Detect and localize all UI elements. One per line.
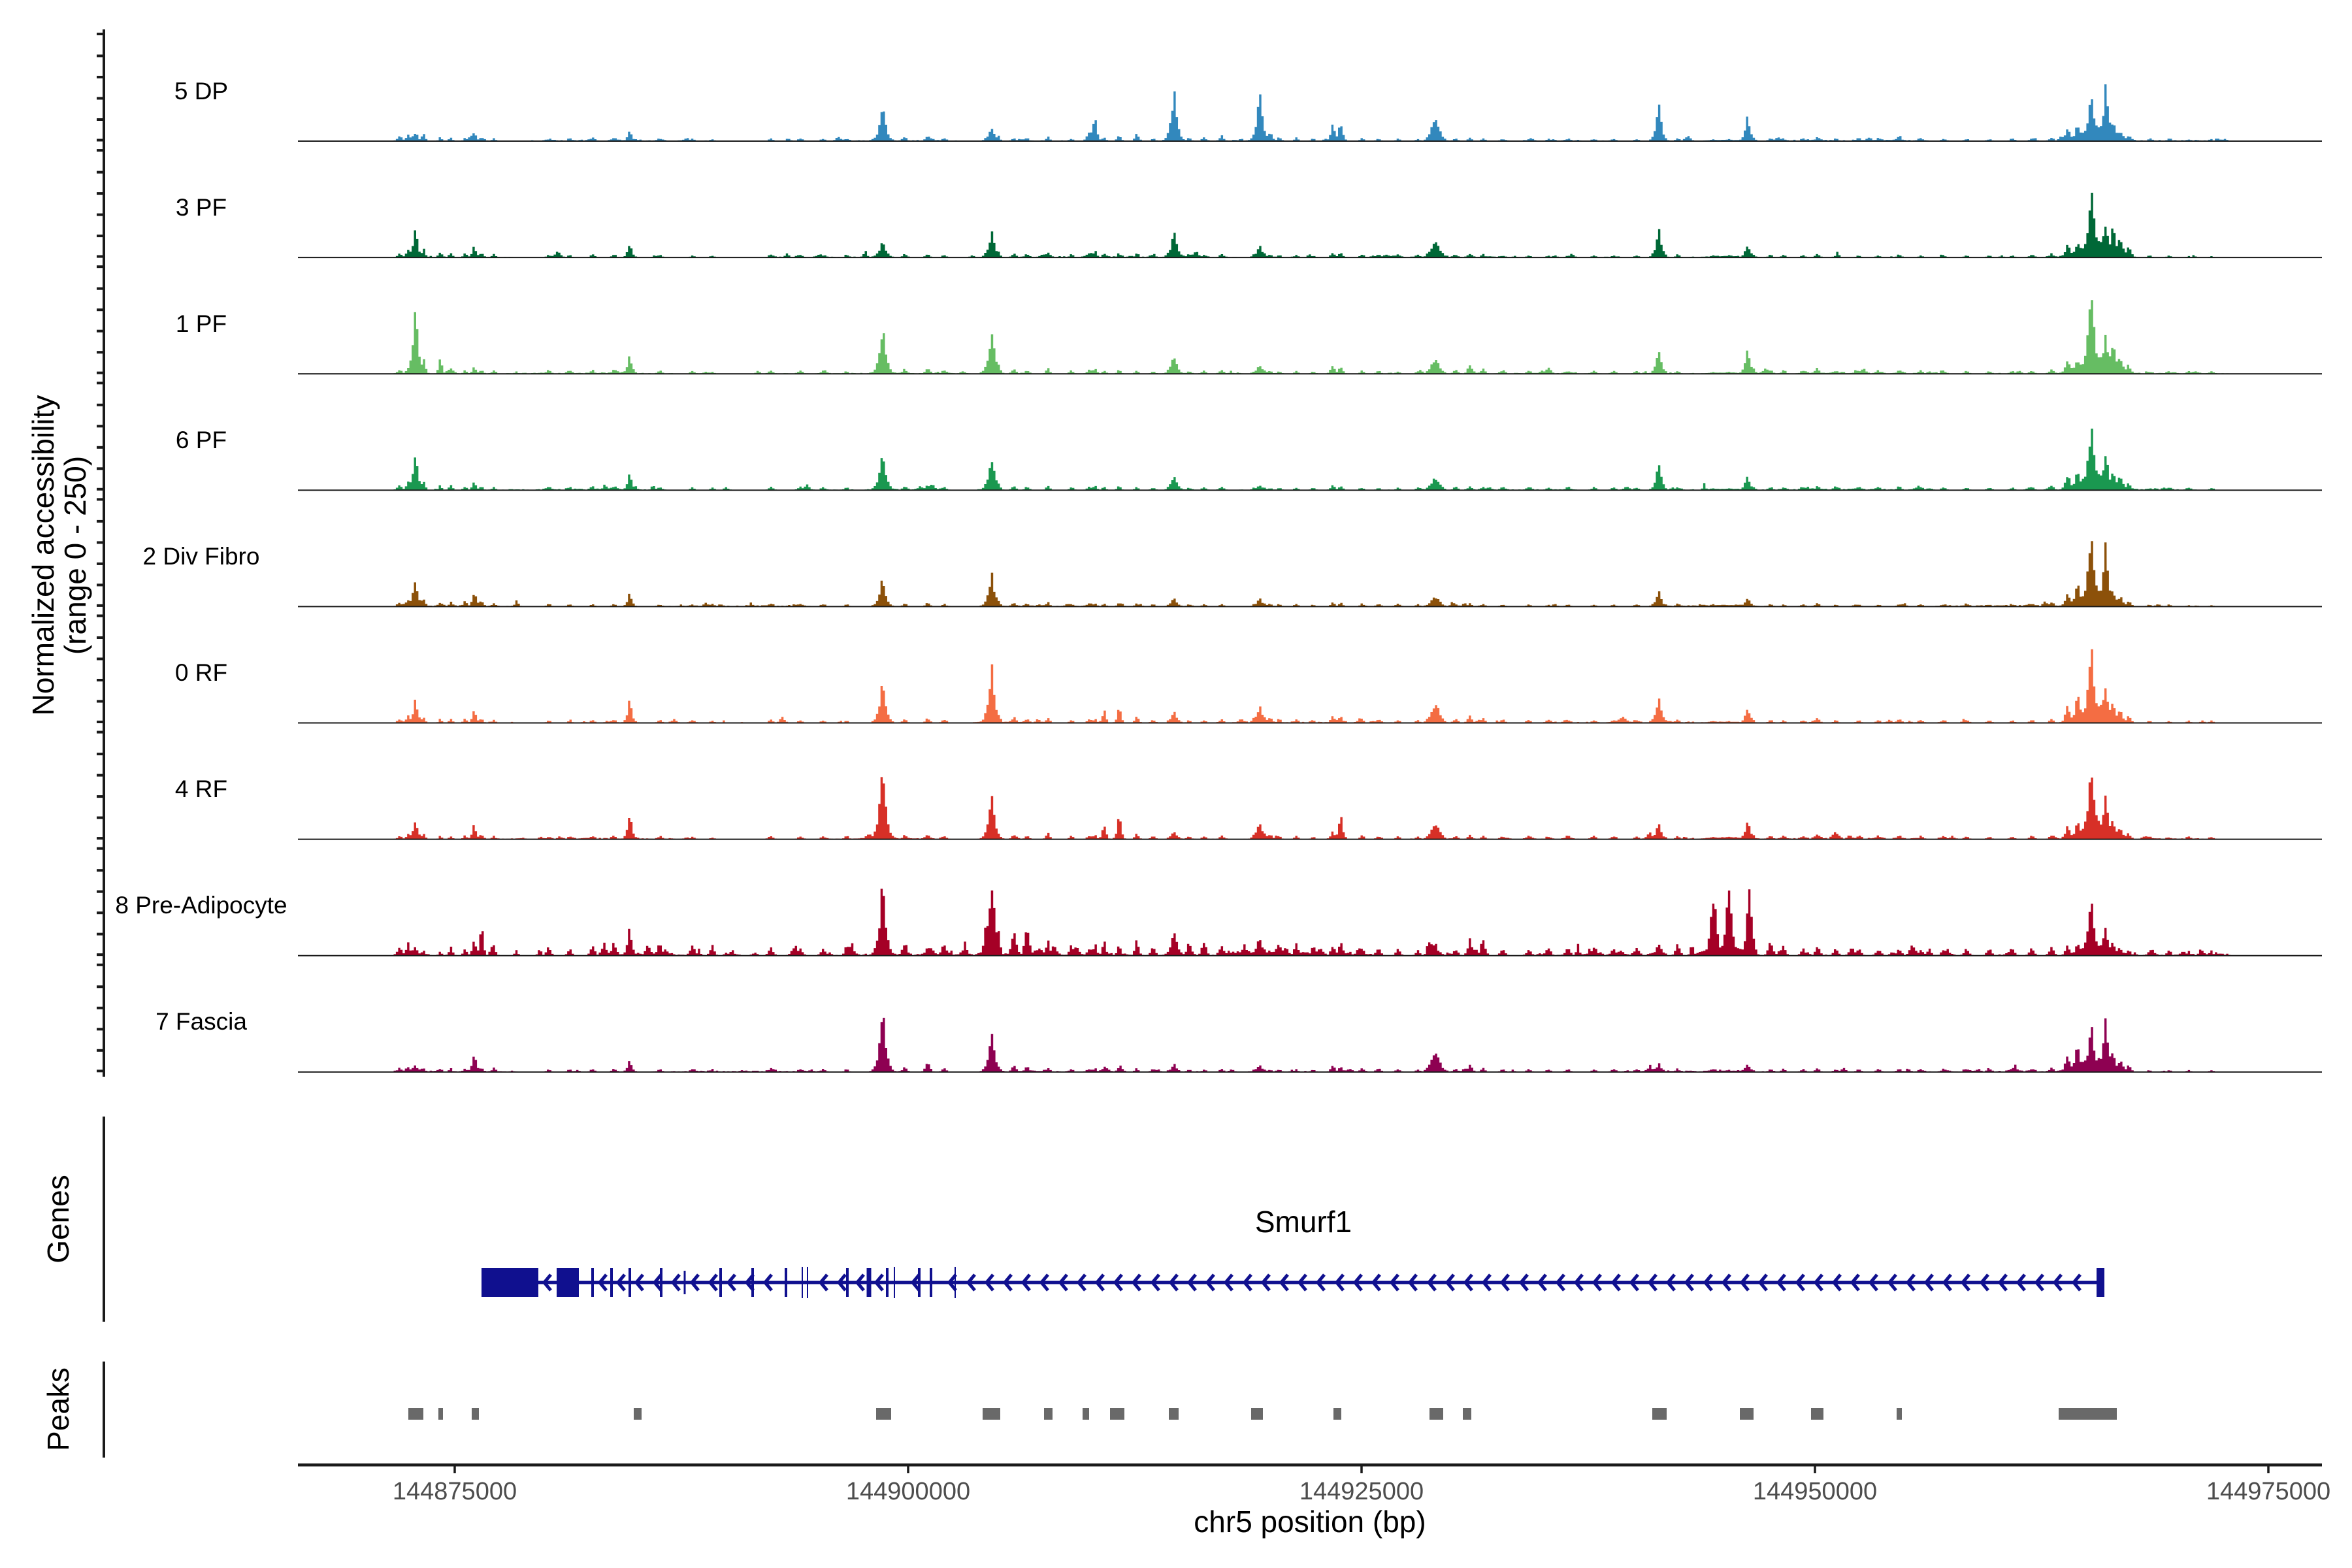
svg-text:3 PF: 3 PF bbox=[176, 194, 227, 221]
svg-text:144925000: 144925000 bbox=[1299, 1478, 1424, 1505]
svg-text:2 Div Fibro: 2 Div Fibro bbox=[143, 543, 260, 570]
svg-text:144975000: 144975000 bbox=[2206, 1478, 2330, 1505]
svg-text:144950000: 144950000 bbox=[1753, 1478, 1877, 1505]
svg-text:144900000: 144900000 bbox=[846, 1478, 970, 1505]
svg-text:0 RF: 0 RF bbox=[175, 659, 227, 686]
svg-text:8 Pre-Adipocyte: 8 Pre-Adipocyte bbox=[115, 892, 287, 919]
svg-text:4 RF: 4 RF bbox=[175, 776, 227, 802]
svg-text:Peaks: Peaks bbox=[41, 1367, 75, 1451]
svg-text:(range 0 - 250): (range 0 - 250) bbox=[58, 456, 92, 655]
svg-text:1 PF: 1 PF bbox=[176, 310, 227, 337]
svg-text:Normalized accessibility: Normalized accessibility bbox=[26, 395, 60, 716]
svg-text:5 DP: 5 DP bbox=[174, 78, 228, 105]
svg-text:Genes: Genes bbox=[41, 1175, 75, 1264]
svg-text:6 PF: 6 PF bbox=[176, 427, 227, 453]
svg-text:Smurf1: Smurf1 bbox=[1255, 1205, 1352, 1239]
svg-text:144875000: 144875000 bbox=[393, 1478, 517, 1505]
svg-text:chr5 position (bp): chr5 position (bp) bbox=[1194, 1505, 1426, 1539]
svg-text:7 Fascia: 7 Fascia bbox=[155, 1008, 247, 1035]
